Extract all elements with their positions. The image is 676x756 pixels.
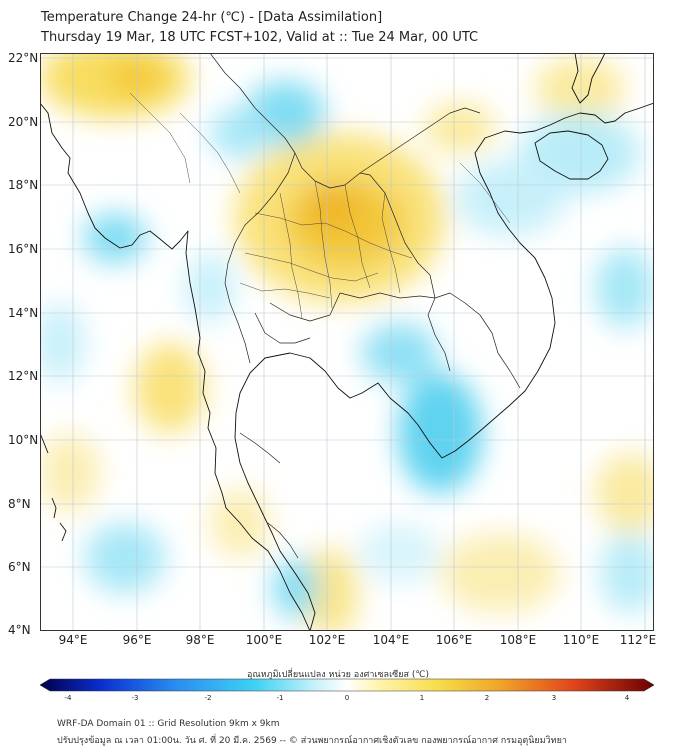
lon-label: 98°E	[185, 633, 215, 647]
colorbar-tick: 4	[624, 694, 630, 702]
lon-label: 108°E	[499, 633, 537, 647]
colorbar-tick: -1	[276, 694, 284, 702]
colorbar-tick: 1	[419, 694, 425, 702]
lon-label: 96°E	[122, 633, 152, 647]
lon-label: 94°E	[58, 633, 88, 647]
colorbar-tick: 0	[344, 694, 350, 702]
lon-label: 110°E	[562, 633, 600, 647]
lat-label: 6°N	[8, 560, 31, 574]
lat-label: 14°N	[8, 306, 39, 320]
colorbar-tick: 3	[551, 694, 557, 702]
map-subtitle: Thursday 19 Mar, 18 UTC FCST+102, Valid …	[41, 30, 479, 45]
colorbar-ramp	[40, 678, 654, 692]
lon-label: 102°E	[308, 633, 346, 647]
colorbar-title: อุณหภูมิเปลี่ยนแปลง หน่วย องศาเซลเซียส (…	[246, 670, 430, 680]
colorbar-tick: -4	[64, 694, 72, 702]
province-borders	[129, 92, 511, 319]
coastlines	[40, 53, 654, 631]
colorbar-tick: -2	[204, 694, 212, 702]
lat-label: 18°N	[8, 178, 39, 192]
model-info: WRF-DA Domain 01 :: Grid Resolution 9km …	[57, 719, 280, 729]
lat-label: 8°N	[8, 497, 31, 511]
lat-label: 12°N	[8, 369, 39, 383]
lat-label: 10°N	[8, 433, 39, 447]
lat-label: 16°N	[8, 242, 39, 256]
update-info: ปรับปรุงข้อมูล ณ เวลา 01:00น. วัน ศ. ที่…	[57, 736, 567, 746]
colorbar-tick: -3	[131, 694, 139, 702]
national-borders	[209, 53, 521, 559]
map-title: Temperature Change 24-hr (℃) - [Data Ass…	[41, 10, 383, 25]
lon-label: 104°E	[372, 633, 410, 647]
graticule	[40, 53, 654, 631]
temperature-change-map	[40, 53, 654, 631]
colorbar-tick: 2	[484, 694, 490, 702]
colorbar	[40, 678, 654, 692]
lon-label: 112°E	[619, 633, 657, 647]
lat-label: 4°N	[8, 623, 31, 637]
lon-label: 106°E	[435, 633, 473, 647]
lon-label: 100°E	[245, 633, 283, 647]
lat-label: 22°N	[8, 51, 39, 65]
lat-label: 20°N	[8, 115, 39, 129]
map-frame	[40, 53, 654, 631]
